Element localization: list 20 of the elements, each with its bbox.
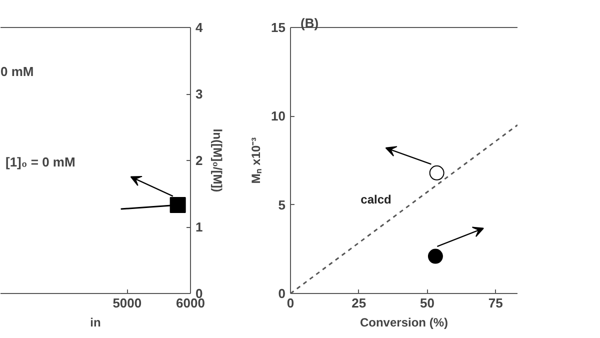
y2-tick-label: 3	[196, 86, 203, 102]
x-axis-title: in	[90, 316, 101, 330]
y2-tick-label: 2	[196, 153, 203, 168]
chart-title: (B)	[300, 16, 319, 30]
x-tick-label: 75	[488, 296, 503, 310]
annotation: 0 mM	[0, 64, 34, 79]
x-tick-label: 5000	[112, 296, 142, 310]
y2-tick-label: 1	[196, 220, 203, 234]
series-label: calcd	[360, 192, 392, 206]
x-tick-label: 25	[352, 296, 366, 310]
y2-axis-title: ln([M]₀/[M])	[210, 128, 225, 192]
x-tick-label: 50	[420, 296, 434, 310]
y-axis-title: Mₙ x10⁻³	[249, 137, 264, 184]
y-tick-label: 10	[271, 108, 286, 124]
y-tick-label: 5	[278, 197, 286, 212]
y2-tick-label: 4	[196, 20, 204, 35]
y-tick-label: 0	[278, 286, 286, 301]
y-tick-label: 15	[271, 20, 286, 35]
annotation: [1]₀ = 0 mM	[6, 154, 76, 170]
x-axis-title: Conversion (%)	[360, 316, 448, 330]
